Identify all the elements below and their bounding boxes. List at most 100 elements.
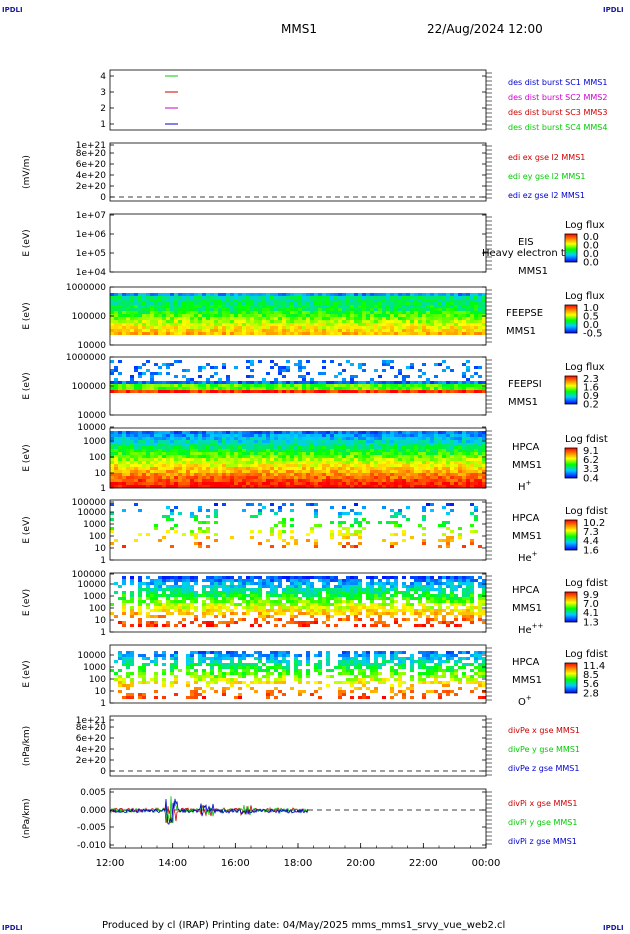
heatmap-cell [174,479,178,482]
heatmap-cell [158,473,162,476]
heatmap-cell [422,387,426,390]
heatmap-cell [478,464,482,467]
heatmap-cell [206,485,210,488]
heatmap-cell [466,458,470,461]
heatmap-cell [290,302,294,305]
heatmap-cell [170,293,174,296]
heatmap-cell [182,476,186,479]
heatmap-cell [190,594,194,597]
heatmap-cell [326,615,330,618]
heatmap-cell [166,530,170,533]
heatmap-cell [390,509,394,512]
heatmap-cell [166,464,170,467]
heatmap-cell [214,594,218,597]
heatmap-cell [334,302,338,305]
heatmap-cell [334,452,338,455]
heatmap-cell [326,576,330,579]
heatmap-cell [198,545,202,548]
y-tick-label: 10000 [77,341,106,351]
heatmap-cell [110,305,114,308]
heatmap-cell [114,461,118,464]
heatmap-cell [326,326,330,329]
heatmap-cell [482,314,486,317]
heatmap-cell [130,467,134,470]
heatmap-cell [314,461,318,464]
heatmap-cell [270,485,274,488]
heatmap-cell [258,579,262,582]
heatmap-cell [346,437,350,440]
heatmap-cell [330,521,334,524]
heatmap-cell [150,455,154,458]
heatmap-cell [130,591,134,594]
heatmap-cell [170,476,174,479]
heatmap-cell [418,311,422,314]
heatmap-cell [306,308,310,311]
heatmap-cell [166,473,170,476]
heatmap-cell [318,299,322,302]
heatmap-cell [358,533,362,536]
heatmap-cell [422,542,426,545]
heatmap-cell [322,597,326,600]
heatmap-cell [246,437,250,440]
heatmap-cell [326,434,330,437]
heatmap-cell [310,609,314,612]
heatmap-cell [218,332,222,335]
heatmap-cell [194,594,198,597]
heatmap-cell [142,482,146,485]
heatmap-cell [202,326,206,329]
heatmap-cell [338,431,342,434]
heatmap-cell [166,387,170,390]
heatmap-cell [254,597,258,600]
heatmap-cell [126,449,130,452]
heatmap-cell [230,387,234,390]
heatmap-cell [310,503,314,506]
heatmap-cell [222,464,226,467]
heatmap-cell [186,378,190,381]
heatmap-cell [374,449,378,452]
heatmap-cell [194,329,198,332]
heatmap-cell [278,302,282,305]
heatmap-cell [406,375,410,378]
heatmap-cell [450,536,454,539]
heatmap-cell [398,482,402,485]
heatmap-cell [478,381,482,384]
heatmap-cell [438,305,442,308]
heatmap-cell [110,296,114,299]
heatmap-cell [254,618,258,621]
heatmap-cell [450,323,454,326]
heatmap-cell [382,314,386,317]
heatmap-cell [358,603,362,606]
heatmap-cell [250,332,254,335]
heatmap-cell [458,434,462,437]
heatmap-cell [110,323,114,326]
heatmap-cell [186,594,190,597]
heatmap-cell [302,366,306,369]
heatmap-cell [426,452,430,455]
heatmap-cell [462,434,466,437]
heatmap-cell [246,576,250,579]
heatmap-cell [202,594,206,597]
heatmap-cell [190,600,194,603]
heatmap-cell [462,470,466,473]
heatmap-cell [470,329,474,332]
heatmap-cell [306,329,310,332]
heatmap-cell [194,381,198,384]
heatmap-cell [350,431,354,434]
heatmap-cell [442,323,446,326]
heatmap-cell [134,296,138,299]
heatmap-cell [350,375,354,378]
heatmap-cell [482,455,486,458]
heatmap-cell [154,446,158,449]
heatmap-cell [150,384,154,387]
heatmap-cell [358,588,362,591]
y-axis-label: E (eV) [22,302,32,329]
heatmap-cell [322,452,326,455]
heatmap-cell [334,591,338,594]
heatmap-cell [310,314,314,317]
heatmap-cell [414,476,418,479]
heatmap-cell [366,311,370,314]
heatmap-cell [406,455,410,458]
heatmap-cell [194,482,198,485]
heatmap-cell [246,452,250,455]
heatmap-cell [378,455,382,458]
